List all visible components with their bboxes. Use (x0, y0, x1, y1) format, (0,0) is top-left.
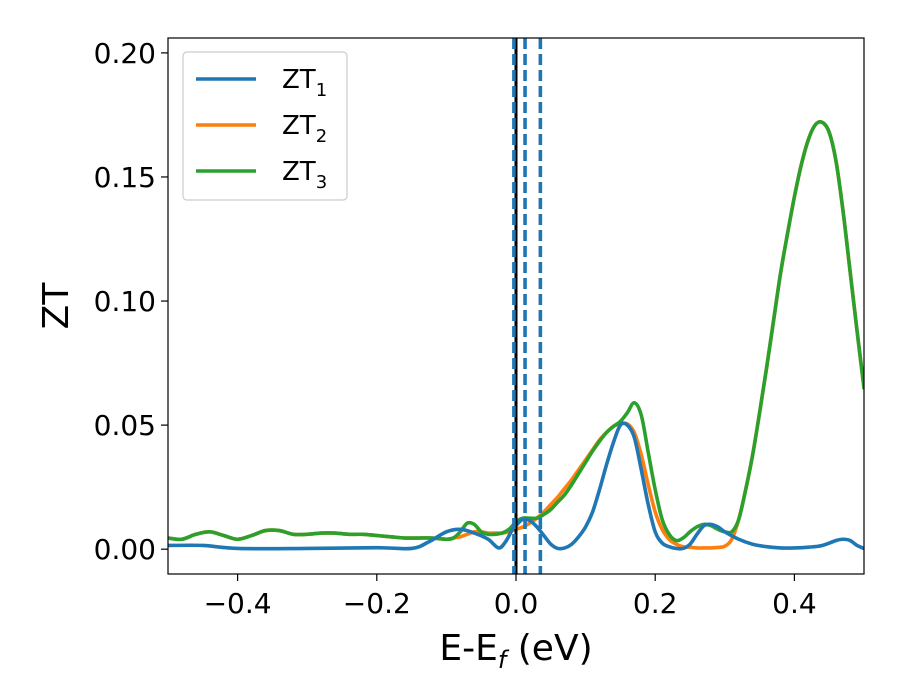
series-line-zt3 (168, 120, 864, 543)
y-tick-label: 0.15 (94, 161, 156, 194)
reference-lines (512, 38, 543, 574)
y-axis: 0.00 0.05 0.10 0.15 0.20 (94, 37, 168, 566)
x-tick-label: 0.4 (772, 587, 817, 620)
legend-box (182, 51, 348, 201)
x-tick-label: 0.0 (494, 587, 539, 620)
x-axis-title: E-Ef (eV) (439, 628, 592, 674)
y-axis-title: ZT (36, 282, 77, 330)
x-axis: −0.4 −0.2 0.0 0.2 0.4 (204, 574, 817, 620)
x-tick-label: 0.2 (633, 587, 678, 620)
series-line-zt1 (168, 421, 864, 551)
series-layer (168, 120, 864, 551)
legend-label-zt2: ZT2 (282, 111, 327, 147)
legend-label-zt1: ZT1 (282, 65, 327, 101)
legend: ZT1 ZT2 ZT3 (182, 51, 348, 201)
legend-label-zt3: ZT3 (282, 157, 327, 193)
y-tick-label: 0.00 (94, 533, 156, 566)
y-tick-label: 0.05 (94, 409, 156, 442)
y-tick-label: 0.20 (94, 37, 156, 70)
x-tick-label: −0.2 (343, 587, 411, 620)
y-tick-label: 0.10 (94, 285, 156, 318)
x-tick-label: −0.4 (204, 587, 272, 620)
